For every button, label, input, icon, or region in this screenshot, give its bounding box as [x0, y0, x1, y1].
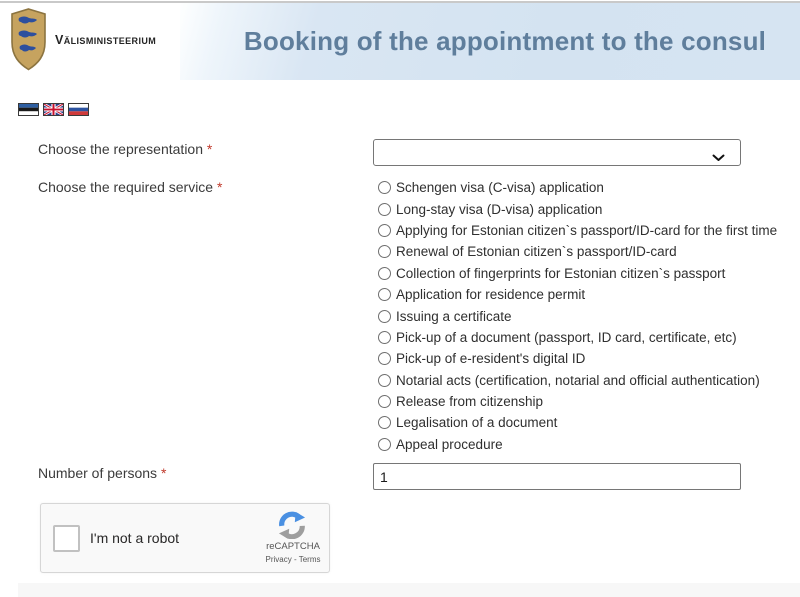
service-label: Choose the required service * [38, 179, 223, 195]
recaptcha-terms-link[interactable]: Terms [298, 555, 321, 564]
flag-estonia-icon[interactable] [18, 103, 39, 116]
service-radio-group: Schengen visa (C-visa) application Long-… [378, 177, 777, 455]
radio-button-icon[interactable] [378, 352, 391, 366]
persons-input[interactable] [373, 463, 741, 490]
radio-button-icon[interactable] [378, 266, 391, 280]
service-option-release-citizenship[interactable]: Release from citizenship [378, 391, 777, 412]
radio-button-icon[interactable] [378, 181, 391, 195]
top-divider [0, 1, 800, 3]
links-separator: - [291, 555, 299, 564]
recaptcha-logo-icon [277, 511, 307, 544]
service-option-notarial-acts[interactable]: Notarial acts (certification, notarial a… [378, 370, 777, 391]
service-option-fingerprints[interactable]: Collection of fingerprints for Estonian … [378, 263, 777, 284]
radio-button-icon[interactable] [378, 330, 391, 344]
recaptcha-links: Privacy - Terms [255, 555, 331, 564]
flag-russia-icon[interactable] [68, 103, 89, 116]
radio-button-icon[interactable] [378, 416, 391, 430]
service-option-appeal[interactable]: Appeal procedure [378, 434, 777, 455]
recaptcha-checkbox[interactable] [53, 525, 80, 552]
page-title: Booking of the appointment to the consul [243, 26, 767, 56]
radio-button-icon[interactable] [378, 245, 391, 259]
required-marker: * [160, 465, 167, 481]
representation-select[interactable] [373, 139, 741, 166]
persons-label: Number of persons * [38, 465, 167, 481]
representation-label: Choose the representation * [38, 141, 213, 157]
radio-button-icon[interactable] [378, 309, 391, 323]
service-option-first-passport[interactable]: Applying for Estonian citizen`s passport… [378, 220, 777, 241]
service-option-legalisation[interactable]: Legalisation of a document [378, 412, 777, 433]
service-option-certificate[interactable]: Issuing a certificate [378, 305, 777, 326]
recaptcha-privacy-link[interactable]: Privacy [265, 555, 292, 564]
header-band: Booking of the appointment to the consul [180, 3, 800, 80]
radio-button-icon[interactable] [378, 288, 391, 302]
recaptcha-widget: I'm not a robot reCAPTCHA Privacy - Term… [40, 503, 330, 573]
service-option-residence-permit[interactable]: Application for residence permit [378, 284, 777, 305]
recaptcha-brand: reCAPTCHA [266, 541, 320, 552]
required-marker: * [217, 179, 223, 195]
radio-button-icon[interactable] [378, 395, 391, 409]
org-name: Välisministeerium [55, 33, 157, 47]
estonia-coat-of-arms-icon [10, 8, 47, 76]
recaptcha-label: I'm not a robot [90, 530, 180, 546]
service-option-document-pickup[interactable]: Pick-up of a document (passport, ID card… [378, 327, 777, 348]
radio-button-icon[interactable] [378, 223, 391, 237]
bottom-strip [18, 583, 800, 597]
language-bar [18, 103, 89, 116]
required-marker: * [206, 141, 213, 157]
service-option-eresident-id[interactable]: Pick-up of e-resident's digital ID [378, 348, 777, 369]
radio-button-icon[interactable] [378, 202, 391, 216]
service-option-schengen-visa[interactable]: Schengen visa (C-visa) application [378, 177, 777, 198]
flag-uk-icon[interactable] [43, 103, 64, 116]
service-option-long-stay-visa[interactable]: Long-stay visa (D-visa) application [378, 198, 777, 219]
service-option-passport-renewal[interactable]: Renewal of Estonian citizen`s passport/I… [378, 241, 777, 262]
radio-button-icon[interactable] [378, 373, 391, 387]
radio-button-icon[interactable] [378, 437, 391, 451]
